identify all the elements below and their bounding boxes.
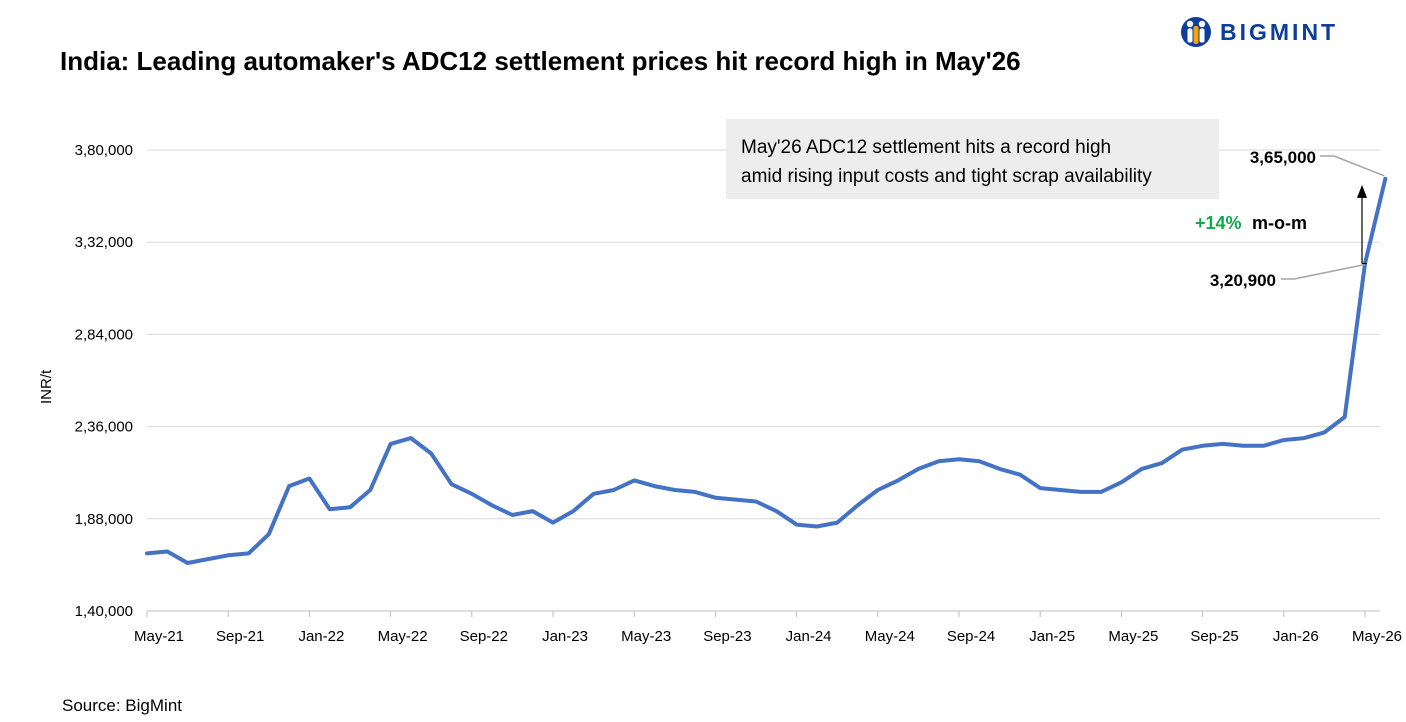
gridlines	[147, 149, 1380, 520]
y-tick-label: 3,80,000	[75, 142, 133, 159]
mom-change-label: +14% m-o-m	[1195, 213, 1307, 233]
mom-arrow-head	[1357, 184, 1367, 198]
y-tick-label: 2,36,000	[75, 419, 133, 436]
x-axis-ticks	[146, 611, 1366, 617]
x-tick-label: Jan-24	[786, 628, 832, 645]
x-tick-label: Sep-25	[1190, 628, 1238, 645]
mom-pct: +14%	[1195, 213, 1242, 233]
last-value-label: 3,65,000	[1250, 148, 1316, 167]
y-tick-label: 1,40,000	[75, 603, 133, 620]
x-tick-label: Sep-23	[703, 628, 751, 645]
x-tick-label: May-22	[378, 628, 428, 645]
y-tick-label: 3,32,000	[75, 234, 133, 251]
y-tick-label: 1,88,000	[75, 511, 133, 528]
x-tick-label: May-21	[134, 628, 184, 645]
annotation-line-2: amid rising input costs and tight scrap …	[741, 166, 1152, 187]
x-tick-label: Jan-26	[1273, 628, 1319, 645]
series-line	[145, 176, 1388, 565]
y-axis-tick-labels: 1,40,000 1,88,000 2,36,000 2,84,000 3,32,000…	[75, 142, 133, 620]
bigmint-logo-icon	[1181, 17, 1211, 47]
x-tick-label: May-25	[1108, 628, 1158, 645]
line-chart: 1,40,000 1,88,000 2,36,000 2,84,000 3,32,000…	[38, 119, 1402, 645]
x-tick-label: May-24	[865, 628, 915, 645]
last-value-leader-d	[1333, 155, 1385, 177]
prev-value-leader-d	[1293, 263, 1366, 280]
chart-title: India: Leading automaker's ADC12 settlem…	[60, 46, 1021, 76]
bigmint-logo: BIGMINT	[1180, 12, 1338, 52]
y-axis-label: INR/t	[38, 369, 55, 404]
bigmint-logo-text: BIGMINT	[1220, 18, 1339, 45]
mom-text: m-o-m	[1252, 213, 1307, 233]
annotation-box	[726, 119, 1219, 199]
x-tick-label: Sep-24	[947, 628, 995, 645]
source-note: Source: BigMint	[62, 696, 182, 715]
x-tick-label: May-23	[621, 628, 671, 645]
x-tick-label: Sep-22	[460, 628, 508, 645]
x-axis-tick-labels: May-21 Sep-21 Jan-22 May-22 Sep-22 Jan-23 May-…	[134, 628, 1402, 645]
x-tick-label: Jan-25	[1029, 628, 1075, 645]
x-tick-label: May-26	[1352, 628, 1402, 645]
annotation-line-1: May'26 ADC12 settlement hits a record hi…	[741, 137, 1111, 158]
prev-value-label: 3,20,900	[1210, 271, 1276, 290]
x-tick-label: Jan-23	[542, 628, 588, 645]
x-tick-label: Jan-22	[298, 628, 344, 645]
y-tick-label: 2,84,000	[75, 326, 133, 343]
series-group	[145, 176, 1388, 565]
x-tick-label: Sep-21	[216, 628, 264, 645]
